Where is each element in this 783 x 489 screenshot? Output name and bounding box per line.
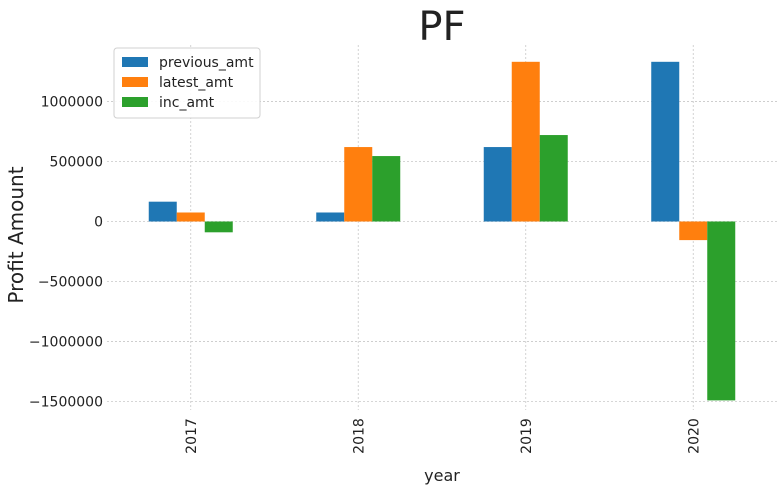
bar-inc_amt-2017 (204, 221, 233, 233)
chart-title: PF (418, 4, 465, 50)
x-tick-label: 2017 (184, 418, 200, 454)
y-tick-label: 1000000 (41, 94, 103, 110)
bar-latest_amt-2018 (344, 147, 373, 222)
legend-label-inc_amt: inc_amt (159, 95, 215, 111)
bar-previous_amt-2019 (483, 147, 512, 222)
bar-inc_amt-2018 (372, 156, 401, 222)
x-axis-label: year (424, 466, 460, 485)
y-tick-label: 500000 (50, 154, 103, 170)
x-tick-label: 2019 (519, 418, 535, 454)
legend: previous_amt latest_amt inc_amt (113, 47, 261, 119)
y-axis-label: Profit Amount (4, 166, 28, 303)
bar-inc_amt-2019 (539, 135, 568, 222)
legend-swatch-previous_amt (122, 57, 148, 67)
legend-swatch-latest_amt (122, 77, 148, 87)
legend-label-latest_amt: latest_amt (159, 75, 234, 91)
bar-latest_amt-2020 (679, 221, 708, 241)
y-tick-label: −500000 (38, 275, 103, 291)
legend-swatch-inc_amt (122, 97, 148, 107)
bar-latest_amt-2017 (176, 212, 205, 222)
x-axis-ticks: 2017 2018 2019 2020 (184, 418, 703, 454)
bar-previous_amt-2018 (316, 212, 345, 222)
bar-previous_amt-2020 (651, 61, 680, 222)
legend-box (113, 47, 261, 119)
bar-inc_amt-2020 (707, 221, 736, 401)
legend-label-previous_amt: previous_amt (159, 55, 254, 71)
y-tick-label: −1500000 (29, 395, 103, 411)
y-tick-label: −1000000 (29, 335, 103, 351)
bars (148, 61, 736, 401)
bar-latest_amt-2019 (511, 61, 540, 222)
y-tick-label: 0 (94, 214, 103, 230)
x-tick-label: 2020 (686, 418, 702, 454)
y-axis-ticks: −1500000 −1000000 −500000 0 500000 1000000 (29, 94, 103, 410)
bar-previous_amt-2017 (148, 201, 177, 222)
x-tick-label: 2018 (351, 418, 367, 454)
